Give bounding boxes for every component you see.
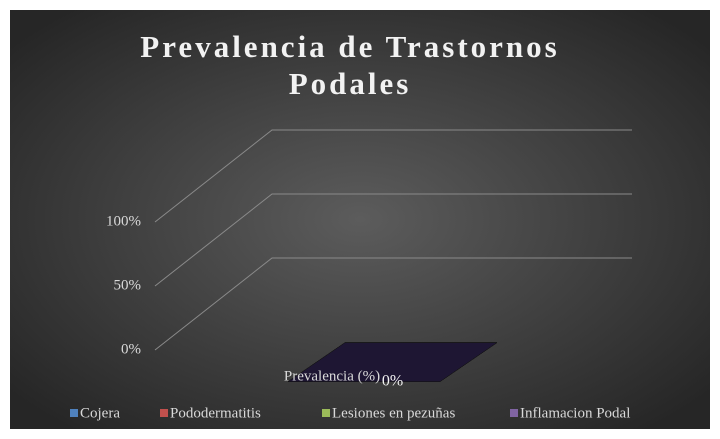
legend-swatch <box>70 409 78 417</box>
bar <box>287 342 498 382</box>
x-tick-label: Prevalencia (%) <box>284 368 380 384</box>
legend-label: Cojera <box>80 405 120 421</box>
grid-line <box>154 257 632 351</box>
legend-swatch <box>510 409 518 417</box>
legend-label: Lesiones en pezuñas <box>332 405 455 421</box>
legend-swatch <box>322 409 330 417</box>
legend-label: Inflamacion Podal <box>520 405 630 421</box>
y-tick-label: 100% <box>106 213 141 229</box>
grid-line <box>154 193 632 287</box>
legend-label: Pododermatitis <box>170 405 261 421</box>
grid-line <box>154 129 632 223</box>
y-tick-label: 0% <box>121 341 141 357</box>
data-label: 0% <box>382 372 403 389</box>
legend-swatch <box>160 409 168 417</box>
chart-title: Prevalencia de Trastornos Podales <box>140 29 560 101</box>
y-tick-label: 50% <box>114 277 142 293</box>
